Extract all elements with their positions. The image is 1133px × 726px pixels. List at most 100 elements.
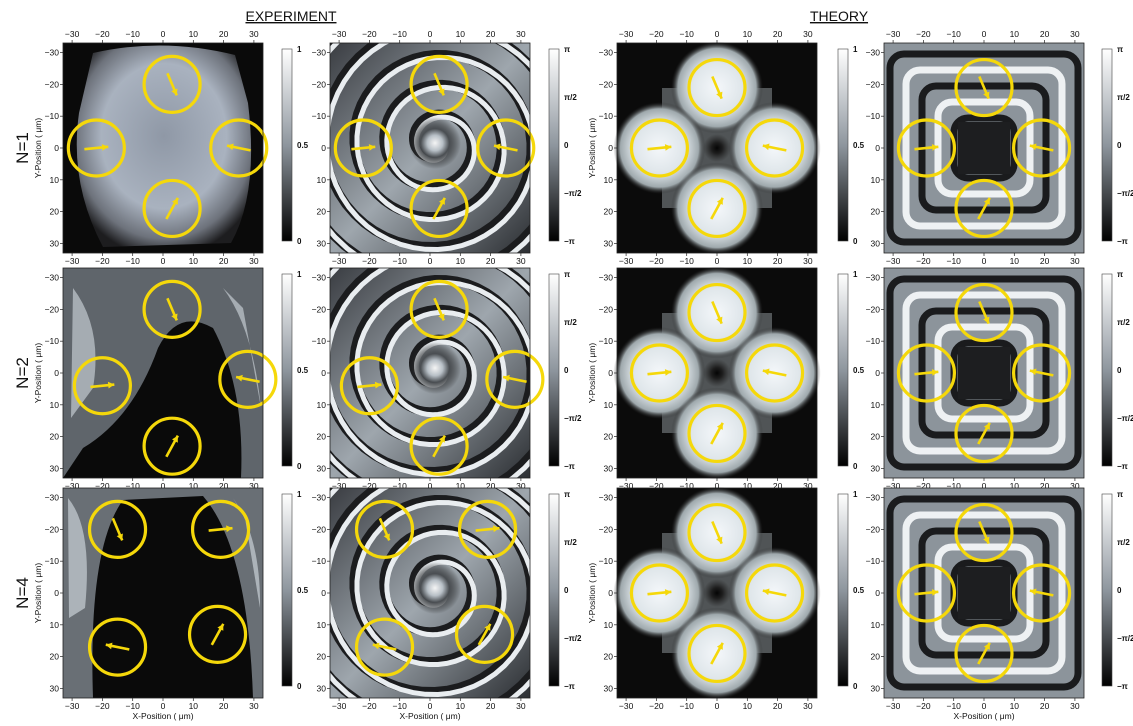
panel-th-amp-row2: −30 −20 −10 0 10 20 30−30−20−100102030Y-Positi… [587,266,865,491]
arrow-head-icon [493,143,501,151]
phase-center [958,347,1010,399]
x-tick-label: −10 [946,29,961,39]
colorbar-tick-label: −π [564,682,575,691]
y-tick-label: −30 [45,493,60,503]
colorbar-tick-label: π/2 [564,538,577,547]
arrow-head-icon [484,623,491,631]
yellow-circle-marker [457,499,518,559]
y-tick-label: 10 [871,400,881,410]
x-tick-label: −30 [332,481,347,491]
y-tick-label: 0 [875,588,880,598]
x-tick-label: −30 [332,701,347,711]
x-tick-label: 10 [456,256,466,266]
x-tick-label: 0 [715,29,720,39]
y-tick-label: −10 [866,111,881,121]
x-tick-label: 10 [743,701,753,711]
panel-th-amp-row1: −30−30−20−20−10−1000101020203030−30−20−1… [587,29,865,266]
arrow-head-icon [716,422,723,430]
arrow-head-icon [236,374,243,382]
x-tick-label: 10 [743,256,753,266]
x-tick-label: −10 [679,701,694,711]
colorbar [837,493,849,687]
arrow-head-icon [983,91,990,99]
x-tick-label: 20 [773,256,783,266]
x-tick-label: 30 [249,701,259,711]
phase-band [902,66,1066,230]
arrow-head-icon [664,589,672,596]
amplitude-center-node [703,579,731,607]
colorbar-tick-label: 0 [1117,586,1122,595]
yellow-circle-marker [954,178,1014,239]
theory-title: THEORY [810,8,869,24]
colorbar-tick-label: −π [564,237,575,246]
y-tick-label: 10 [604,400,614,410]
yellow-circle-marker [1011,118,1072,178]
yellow-circle-marker [954,502,1014,563]
y-tick-label: −30 [866,48,881,58]
yellow-circle-marker [687,282,747,343]
x-tick-label: −30 [619,29,634,39]
arrow-head-icon [172,435,178,443]
y-tick-label: 10 [317,400,327,410]
yellow-circle-marker [687,623,747,684]
x-tick-label: 0 [161,481,166,491]
row-label-n1: N=1 [13,132,32,164]
x-tick-label: 0 [982,481,987,491]
y-tick-label: 20 [871,207,881,217]
colorbar-tick-label: π/2 [1117,538,1130,547]
arrow-head-icon [368,144,376,151]
x-tick-label: 30 [1070,701,1080,711]
colorbar-tick-label: 1 [297,270,302,279]
y-tick-label: 20 [317,652,327,662]
y-tick-label: 0 [608,143,613,153]
y-tick-label: −30 [312,493,327,503]
arrow-head-icon [171,88,178,96]
panel-exp-amp-row2: −30 −20 −10 0 10 20 30−30−20−100102030Y-Positi… [33,267,309,491]
y-tick-label: 30 [604,683,614,693]
arrow-head-icon [439,197,445,205]
y-tick-label: 0 [54,588,59,598]
colorbar-tick-label: 0 [853,237,858,246]
x-tick-label: 10 [1010,701,1020,711]
x-tick-label: −10 [392,29,407,39]
phase-band [902,511,1066,675]
yellow-circle-marker [354,499,415,559]
arrow-head-icon [1029,143,1037,151]
arrow-head-icon [716,316,723,324]
arrow-head-icon [116,533,123,541]
y-tick-label: 10 [50,175,60,185]
y-tick-label: −30 [599,273,614,283]
x-tick-label: −30 [619,256,634,266]
x-tick-label: 0 [428,481,433,491]
y-tick-label: 10 [50,400,60,410]
colorbar-tick-label: 0.5 [297,586,309,595]
arrow-head-icon [493,525,500,533]
y-axis-title: Y-Position ( μm) [33,563,43,623]
x-tick-label: −10 [392,701,407,711]
yellow-circle-marker [476,118,536,178]
yellow-circle-marker [66,118,126,178]
x-tick-label: −30 [886,256,901,266]
phase-vortex-core [409,342,461,394]
x-tick-label: 30 [803,256,813,266]
x-tick-label: 10 [1010,256,1020,266]
colorbar-tick-label: 0.5 [297,366,309,375]
x-tick-label: 20 [219,701,229,711]
arrow-head-icon [762,368,770,376]
y-tick-label: 30 [871,463,881,473]
colorbar-tick-label: π [564,45,570,54]
y-tick-label: 0 [321,143,326,153]
y-tick-label: 30 [604,463,614,473]
yellow-circle-marker [1011,343,1072,403]
arrow-head-icon [217,623,224,631]
colorbar-tick-label: 0 [853,682,858,691]
x-tick-label: −30 [65,481,80,491]
colorbar-tick-label: π [1117,490,1123,499]
y-tick-label: −10 [599,556,614,566]
y-tick-label: 10 [871,620,881,630]
y-tick-label: 30 [604,238,614,248]
arrow-head-icon [931,144,939,151]
yellow-circle-marker [485,349,545,409]
arrow-head-icon [372,642,380,650]
y-tick-label: −20 [866,524,881,534]
